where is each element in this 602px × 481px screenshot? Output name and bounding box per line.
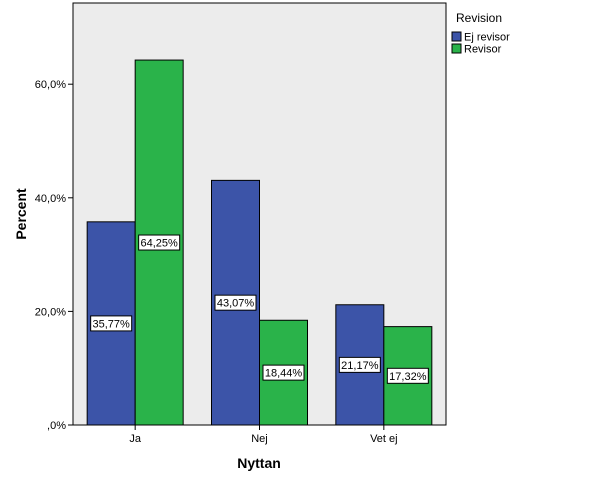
- data-label: 43,07%: [217, 298, 255, 310]
- x-axis-title: Nyttan: [237, 455, 281, 471]
- data-label: 64,25%: [141, 238, 179, 250]
- legend-label: Revisor: [464, 44, 502, 56]
- legend-title: Revision: [456, 11, 502, 25]
- legend-label: Ej revisor: [464, 32, 510, 44]
- x-axis: Ja Nej Vet ej: [129, 425, 398, 445]
- legend-swatch: [451, 43, 462, 54]
- y-axis-title: Percent: [13, 188, 29, 240]
- data-label: 21,17%: [341, 360, 379, 372]
- data-label: 35,77%: [93, 318, 131, 330]
- data-label-box: [214, 294, 257, 311]
- x-tick-label: Vet ej: [370, 433, 398, 445]
- legend-swatch: [451, 31, 462, 42]
- data-label-box: [386, 367, 429, 384]
- y-tick-label: 40,0%: [35, 193, 66, 205]
- data-label-box: [262, 364, 305, 381]
- data-label: 18,44%: [265, 368, 303, 380]
- data-label-box: [138, 234, 181, 251]
- y-axis: ,0% 20,0% 40,0% 60,0%: [35, 79, 73, 432]
- data-label-box: [90, 315, 133, 332]
- y-tick-label: 20,0%: [35, 306, 66, 318]
- bars-group: 35,77% 64,25% 43,07% 18,44% 21,17% 17,32%: [86, 59, 433, 426]
- x-tick-label: Nej: [251, 433, 268, 445]
- y-tick-label: 60,0%: [35, 79, 66, 91]
- y-tick-label: ,0%: [47, 420, 66, 432]
- data-label-box: [338, 356, 381, 373]
- x-tick-label: Ja: [129, 433, 142, 445]
- data-label: 17,32%: [389, 371, 427, 383]
